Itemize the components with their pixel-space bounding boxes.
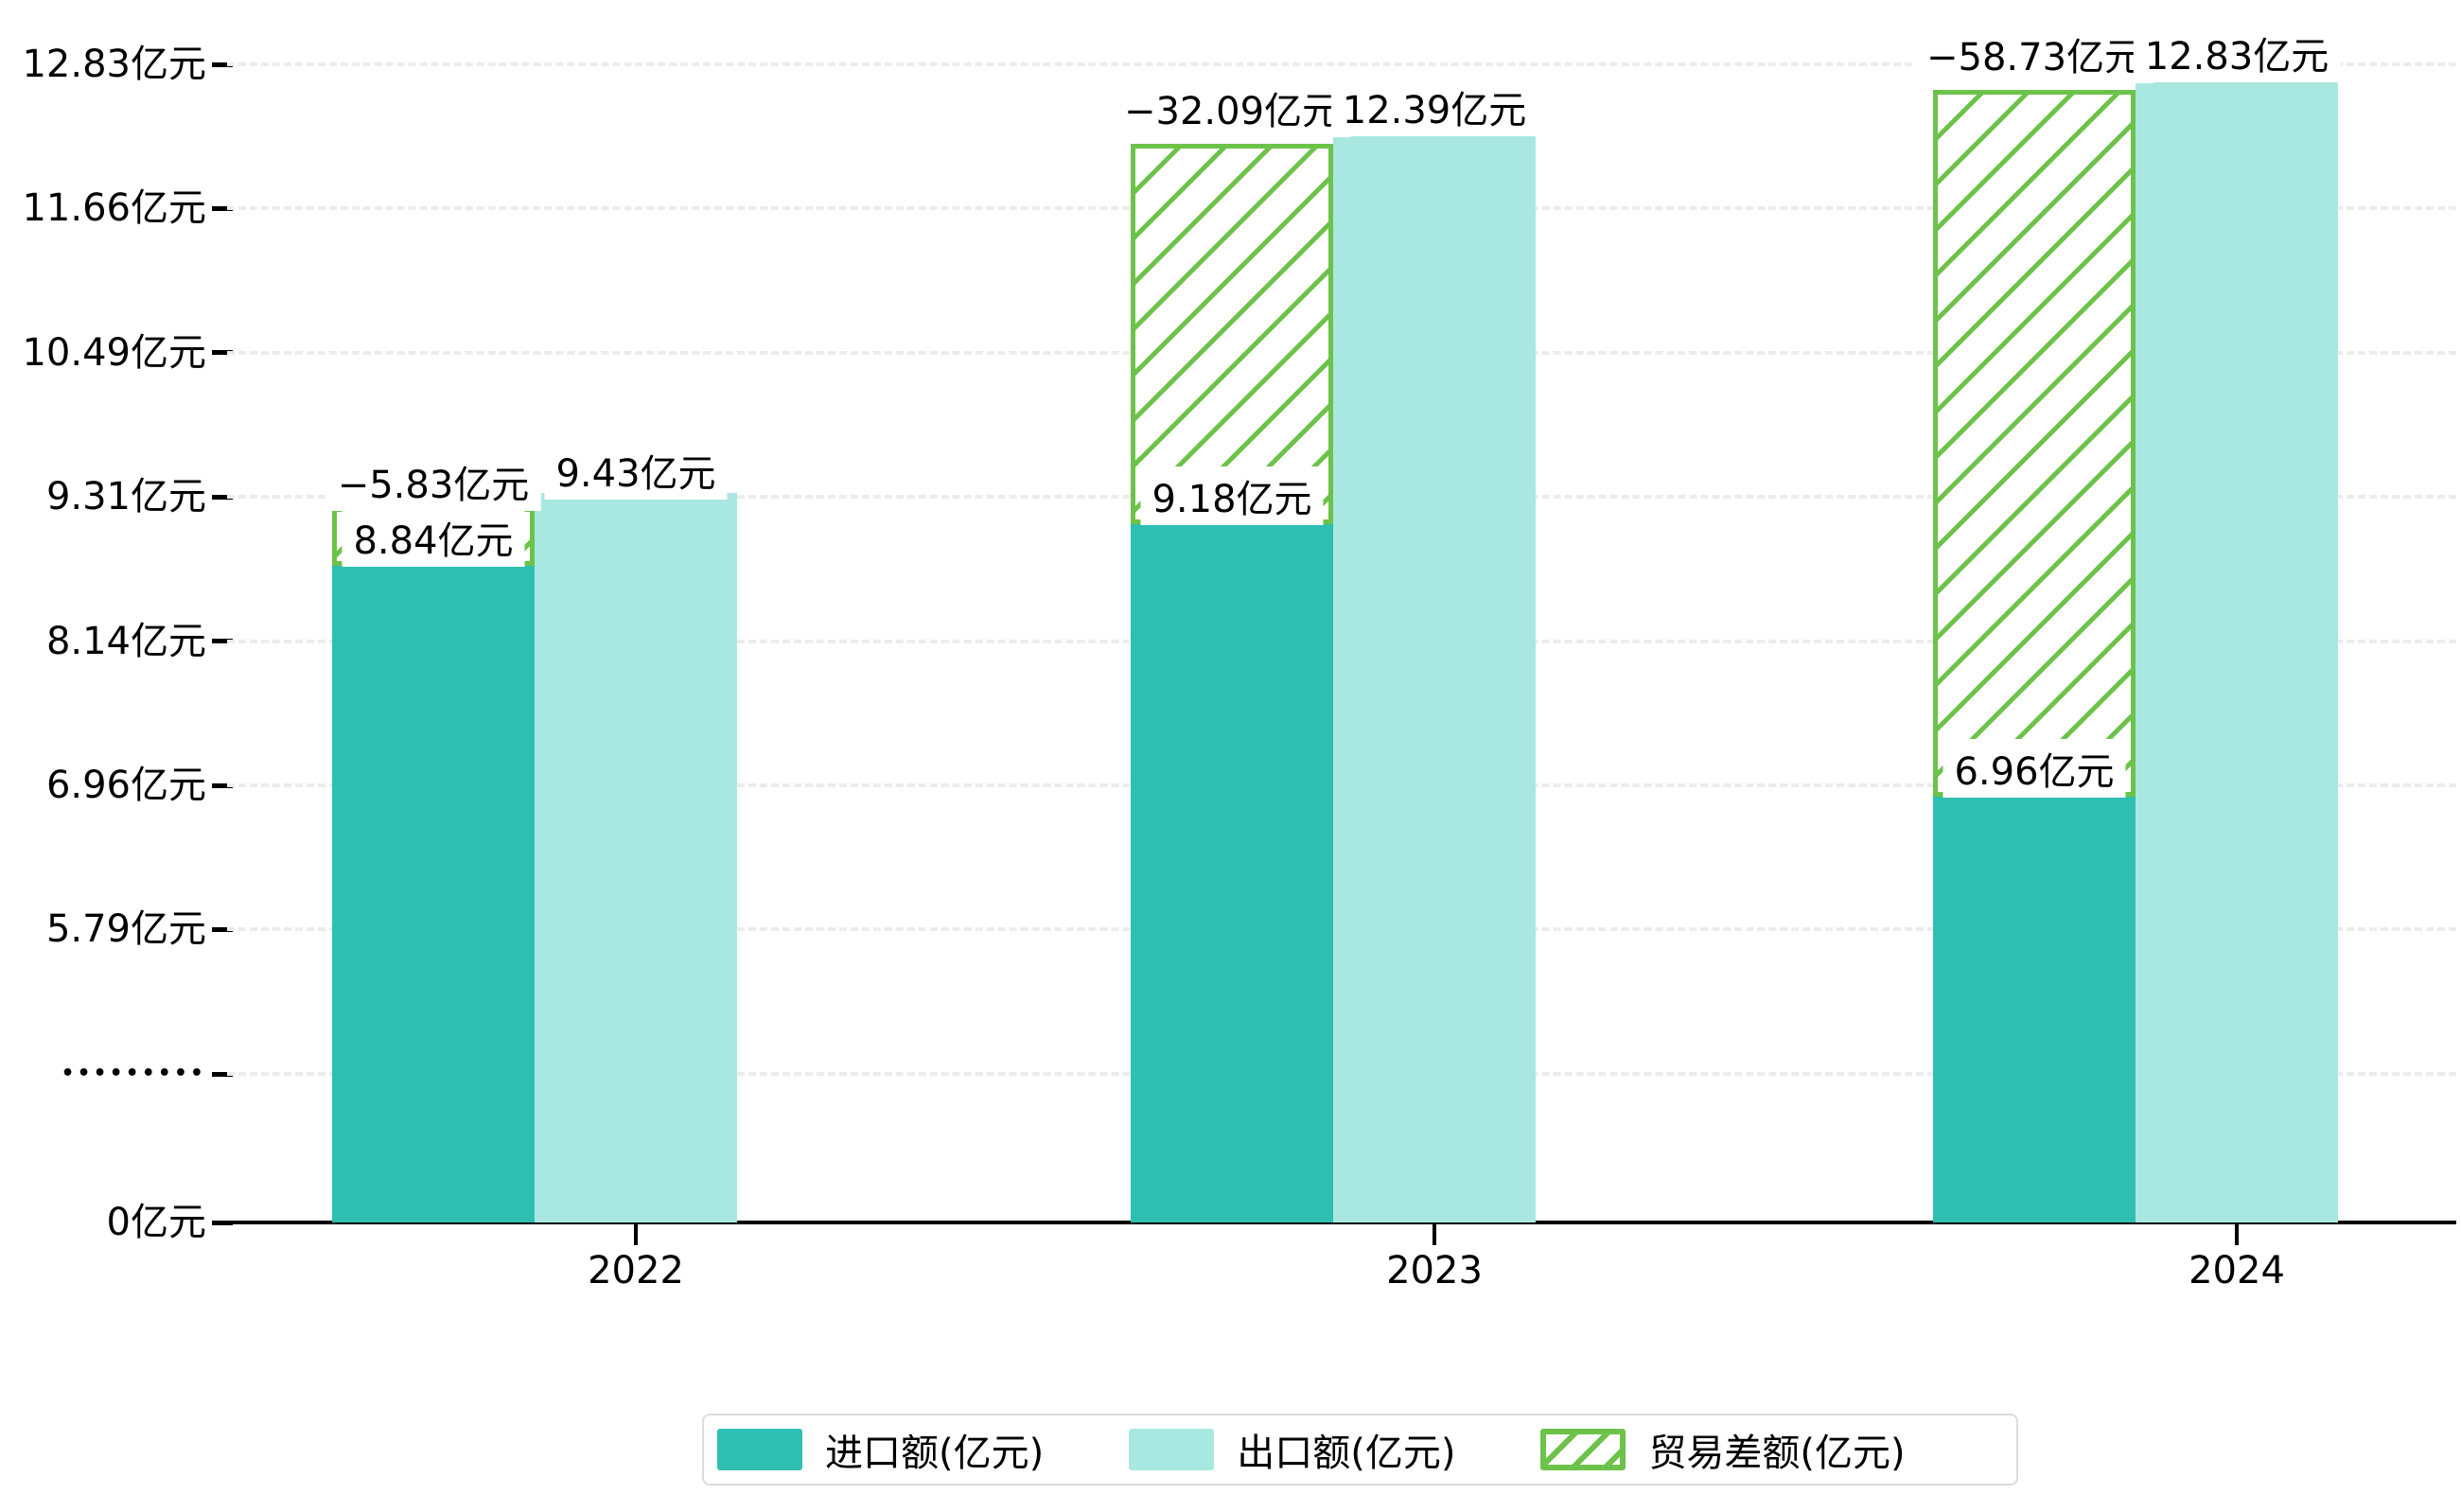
label-import-2024: 6.96亿元 [1942,739,2126,799]
legend-item-export[interactable]: 出口额(亿元) [1129,1422,1455,1477]
bar-export-2023[interactable] [1333,130,1536,1222]
legend-label-trade-diff: 贸易差额(亿元) [1648,1432,1906,1475]
x-axis-line [227,1221,2456,1224]
y-tick-mark [212,205,233,211]
gridline [227,62,2456,66]
legend-label-import: 进口额(亿元) [825,1432,1045,1475]
export-swatch-icon [1129,1429,1215,1470]
label-import-2022: 8.84亿元 [342,508,525,568]
hatched-swatch-icon [1540,1429,1626,1470]
bar-trade-diff-2024[interactable] [1933,90,2136,798]
bar-export-2024[interactable] [2136,76,2338,1222]
y-tick-mark [212,62,233,67]
y-tick-label: 11.66亿元 [22,186,206,231]
x-tick-label-2022: 2022 [588,1249,684,1292]
bar-export-2022[interactable] [535,493,737,1222]
y-tick-label: 9.31亿元 [45,475,206,519]
label-trade-diff-2024: −58.73亿元 [1914,25,2154,83]
y-tick-label: 8.14亿元 [45,619,206,663]
y-tick-mark [212,350,233,356]
legend-item-trade-diff[interactable]: 贸易差额(亿元) [1540,1422,1906,1477]
bar-import-2024[interactable] [1933,797,2136,1222]
y-tick-mark [212,639,233,644]
y-tick-label: 5.79亿元 [45,907,206,952]
label-export-2022: 9.43亿元 [544,441,728,501]
label-trade-diff-2023: −32.09亿元 [1112,79,1352,138]
y-tick-mark [212,494,233,500]
legend-label-export: 出口额(亿元) [1237,1432,1456,1475]
y-tick-mark [212,926,233,932]
y-tick-label: 12.83亿元 [22,43,206,86]
y-tick-label: 6.96亿元 [45,764,206,807]
y-tick-mark [212,782,233,788]
legend: 进口额(亿元) 出口额(亿元) 贸易差额(亿元) [702,1414,2018,1486]
x-tick-mark [2235,1222,2239,1245]
label-import-2023: 9.18亿元 [1140,466,1324,525]
y-tick-mark [212,1071,233,1077]
x-tick-mark [634,1222,638,1245]
y-tick-label: 10.49亿元 [22,330,206,375]
label-trade-diff-2022: −5.83亿元 [325,452,541,512]
y-tick-mark [212,1220,233,1225]
y-tick-label: 0亿元 [106,1201,206,1244]
label-export-2024: 12.83亿元 [2133,24,2341,82]
x-tick-label-2024: 2024 [2189,1249,2285,1292]
bar-trade-diff-2023[interactable] [1131,144,1333,524]
x-tick-mark [1433,1222,1436,1245]
x-tick-label-2023: 2023 [1386,1249,1483,1292]
y-axis-break-label: ••••••••• [61,1062,206,1085]
label-export-2023: 12.39亿元 [1330,78,1538,137]
legend-item-import[interactable]: 进口额(亿元) [717,1422,1044,1477]
import-swatch-icon [717,1429,802,1470]
bar-import-2023[interactable] [1131,523,1333,1222]
bar-import-2022[interactable] [332,566,535,1222]
